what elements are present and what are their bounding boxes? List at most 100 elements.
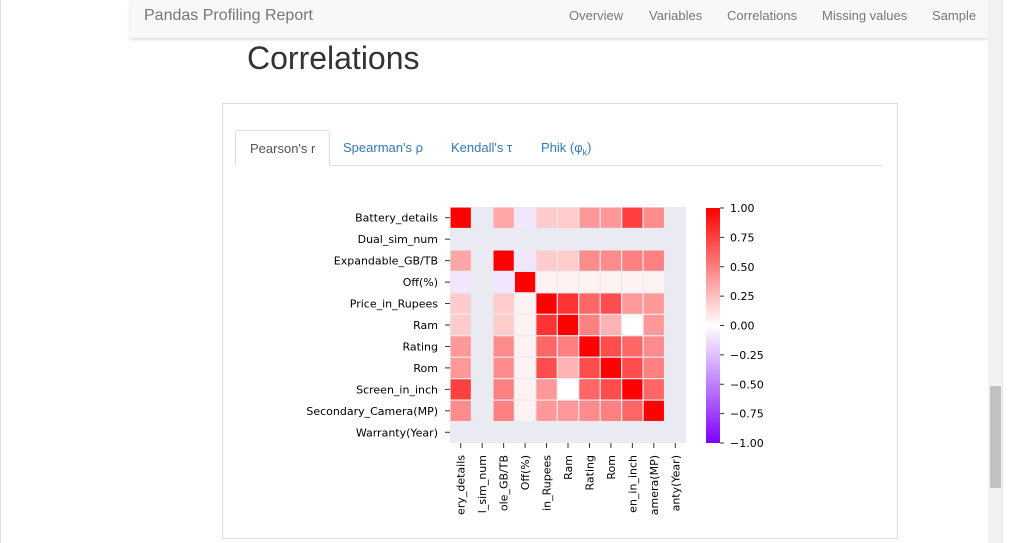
heatmap-cell: [643, 271, 664, 293]
heatmap-cell: [643, 293, 664, 314]
heatmap-cell: [514, 336, 536, 357]
colorbar-tick-label: 1.00: [730, 202, 755, 215]
heatmap-cell: [514, 271, 536, 293]
heatmap-cell: [493, 357, 514, 379]
heatmap-cell: [536, 379, 557, 400]
heatmap-cell: [622, 314, 643, 336]
heatmap-cell: [536, 357, 557, 379]
heatmap-cell: [579, 293, 600, 314]
x-tick-label: ole_GB/TB: [498, 455, 511, 511]
heatmap-cell: [600, 293, 622, 314]
heatmap-cell: [557, 250, 579, 271]
heatmap-cell: [579, 207, 600, 228]
heatmap-cell: [493, 271, 514, 293]
heatmap-cell: [600, 357, 622, 379]
heatmap-cell: [600, 314, 622, 336]
heatmap-cell: [536, 400, 557, 421]
heatmap-cell: [557, 336, 579, 357]
heatmap-cell: [622, 379, 643, 400]
colorbar-tick-label: −0.25: [730, 349, 764, 362]
nav-link-overview[interactable]: Overview: [569, 8, 624, 23]
heatmap-cell: [450, 271, 471, 293]
x-tick-label: Rating: [584, 455, 597, 490]
heatmap-cell: [450, 293, 471, 314]
tabs-underline: [235, 165, 882, 166]
heatmap-cell: [600, 379, 622, 400]
heatmap-cell: [450, 400, 471, 421]
heatmap-cell: [536, 271, 557, 293]
heatmap-cell: [643, 314, 664, 336]
colorbar-tick-label: −1.00: [730, 437, 764, 450]
y-tick-label: Price_in_Rupees: [350, 298, 439, 311]
tab-phik[interactable]: Phik (φk): [527, 130, 606, 166]
heatmap-cell: [514, 293, 536, 314]
tab-pearson[interactable]: Pearson's r: [235, 130, 331, 166]
heatmap-cell: [536, 314, 557, 336]
colorbar-tick-label: 0.00: [730, 320, 755, 333]
heatmap-cell: [643, 379, 664, 400]
scrollbar-thumb[interactable]: [990, 386, 1001, 488]
heatmap-cell: [493, 293, 514, 314]
x-tick-label: l_sim_num: [476, 455, 489, 513]
heatmap-cell: [557, 207, 579, 228]
x-tick-label: Ram: [562, 455, 575, 480]
heatmap-cell: [514, 400, 536, 421]
page-left-border: [0, 0, 1, 543]
heatmap-cell: [579, 250, 600, 271]
heatmap-cell: [493, 207, 514, 228]
heatmap-cell: [643, 400, 664, 421]
heatmap-cell: [450, 250, 471, 271]
heatmap-cell: [514, 314, 536, 336]
tab-phik-label: Phik (φk): [541, 140, 592, 158]
tab-spearman[interactable]: Spearman's ρ: [343, 140, 423, 155]
heatmap-cell: [536, 336, 557, 357]
nav-link-correlations[interactable]: Correlations: [727, 8, 798, 23]
heatmap-cell: [450, 207, 471, 228]
y-tick-label: Ram: [413, 319, 438, 332]
heatmap-cell: [622, 271, 643, 293]
heatmap-cell: [557, 271, 579, 293]
heatmap-cell: [622, 336, 643, 357]
heatmap-cell: [579, 379, 600, 400]
page-right-border: [1002, 0, 1003, 543]
heatmap-cell: [514, 207, 536, 228]
heatmap-cell: [493, 379, 514, 400]
nav-link-variables[interactable]: Variables: [649, 8, 703, 23]
heatmap-cell: [514, 357, 536, 379]
heatmap-cell: [579, 314, 600, 336]
y-tick-label: Screen_in_inch: [356, 383, 438, 396]
colorbar: [706, 208, 720, 443]
heatmap-cell: [450, 357, 471, 379]
tab-kendall[interactable]: Kendall's τ: [451, 140, 513, 155]
heatmap-cell: [514, 379, 536, 400]
heatmap-cell: [600, 336, 622, 357]
y-tick-label: Battery_details: [355, 212, 438, 225]
heatmap-cell: [622, 207, 643, 228]
colorbar-tick-label: 0.25: [730, 290, 755, 303]
heatmap-cell: [600, 400, 622, 421]
heatmap-cell: [514, 250, 536, 271]
heatmap-cell: [536, 207, 557, 228]
y-tick-label: Off(%): [403, 276, 438, 289]
heatmap-cell: [557, 379, 579, 400]
heatmap-cell: [557, 357, 579, 379]
heatmap-cell: [557, 293, 579, 314]
navbar-brand[interactable]: Pandas Profiling Report: [144, 7, 313, 24]
heatmap-cell: [493, 336, 514, 357]
y-tick-label: Rating: [403, 340, 438, 353]
x-tick-label: Off(%): [519, 455, 532, 490]
heatmap-cell: [493, 250, 514, 271]
heatmap-cell: [643, 357, 664, 379]
heatmap-cell: [622, 250, 643, 271]
heatmap-cell: [600, 207, 622, 228]
nav-link-sample[interactable]: Sample: [932, 8, 977, 23]
heatmap-cell: [450, 314, 471, 336]
x-tick-label: in_Rupees: [541, 455, 554, 511]
heatmap-cell: [579, 271, 600, 293]
nav-link-missing-values[interactable]: Missing values: [822, 8, 908, 23]
heatmap-cell: [643, 207, 664, 228]
y-tick-label: Secondary_Camera(MP): [306, 405, 438, 418]
heatmap-cell: [622, 293, 643, 314]
heatmap-cell: [450, 336, 471, 357]
